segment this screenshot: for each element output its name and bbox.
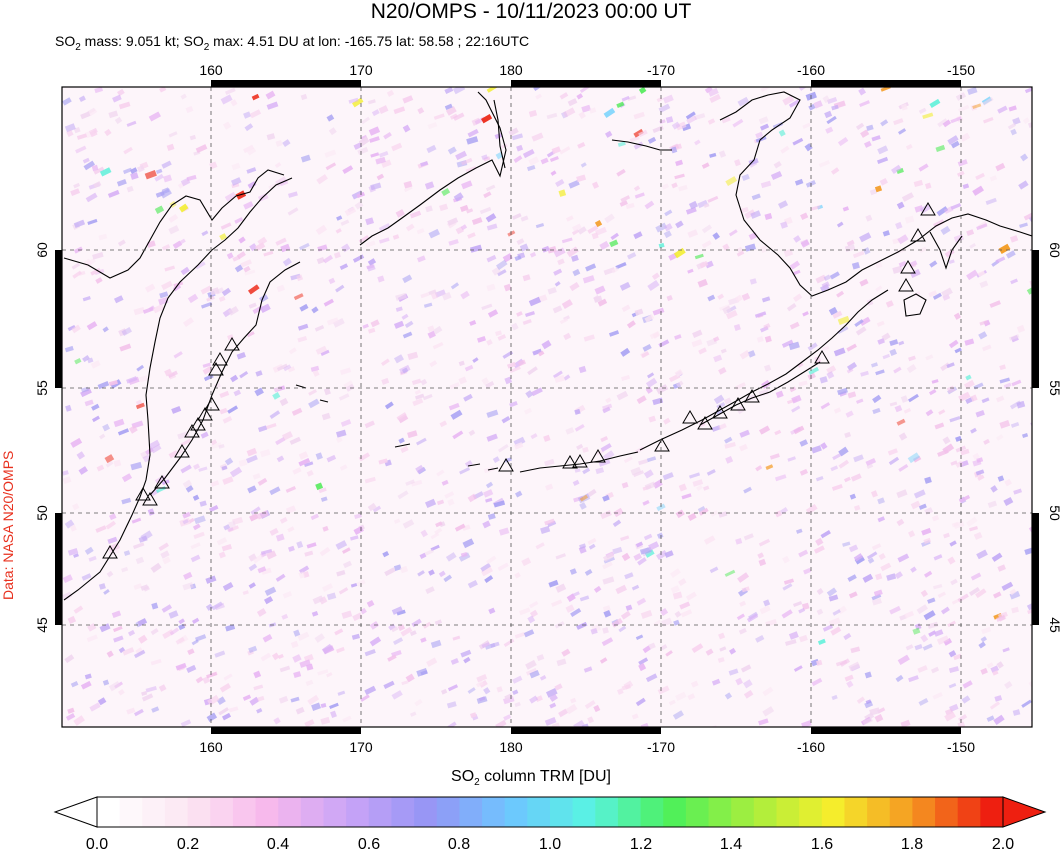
lat-label: 60 [34,242,50,258]
kamchatka-coast [63,177,293,601]
volcano-icon [898,278,914,292]
volcano-icon [910,228,926,242]
st-lawrence-island [611,139,672,151]
volcano-icon [900,260,916,274]
map-frame [55,80,1039,734]
volcano-icon [682,410,698,424]
lat-label: 50 [1047,505,1062,521]
lon-label: -150 [947,739,975,755]
volcano-icon [730,397,746,411]
alaska-coast [735,139,1032,297]
colorbar: 0.0 0.2 0.4 0.6 0.8 1.0 1.2 1.4 1.6 1.8 … [53,796,1047,853]
volcano-icon [498,458,514,472]
volcano-icon [562,455,578,469]
volcano-icon [920,202,936,216]
colorbar-tick: 0.6 [358,836,380,853]
lat-label: 55 [34,380,50,396]
lon-labels-top: 160 170 180 -170 -160 -150 [199,62,975,78]
colorbar-tick: 1.4 [720,836,742,853]
colorbar-tick: 2.0 [992,836,1014,853]
so2-stats-line: SO2 mass: 9.051 kt; SO2 max: 4.51 DU at … [55,33,530,53]
lat-label: 55 [1047,380,1062,396]
colorbar-tick: 1.2 [630,836,652,853]
lon-label: 170 [349,62,373,78]
volcano-icon [208,362,224,376]
kamchatka-east-coast [149,261,301,496]
volcano-icon [224,337,240,351]
map-panel [62,87,1032,727]
coastlines [63,91,1032,601]
volcano-markers [102,202,936,559]
chukotka-coast-2 [493,99,506,169]
volcano-icon [102,545,118,559]
volcano-icon [590,449,606,463]
lon-label: -160 [797,739,825,755]
volcano-icon [814,350,830,364]
volcano-icon [154,475,170,489]
lon-label: 160 [199,739,223,755]
alaska-west-coast [719,91,801,141]
volcano-icon [135,487,151,501]
colorbar-tick: 1.6 [811,836,833,853]
colorbar-ticks: 0.0 0.2 0.4 0.6 0.8 1.0 1.2 1.4 1.6 1.8 … [86,836,1014,853]
lat-label: 45 [34,617,50,633]
colorbar-tick: 0.0 [86,836,108,853]
chukotka-coast [359,91,507,246]
volcano-icon [197,407,213,421]
commander-islands [295,384,329,403]
volcano-icon [697,416,713,430]
volcano-icon [572,454,588,468]
colorbar-tick: 1.0 [539,836,561,853]
lon-label: 180 [499,739,523,755]
volcano-icon [142,492,158,506]
volcano-icon [744,389,760,403]
lat-labels-left: 60 55 50 45 [34,242,50,633]
lat-label: 60 [1047,242,1062,258]
colorbar-outline [96,796,1004,828]
lon-label: -170 [647,739,675,755]
lon-label: -170 [647,62,675,78]
colorbar-tick: 0.8 [448,836,470,853]
aleutian-islands [394,443,639,473]
graticule [62,87,1032,727]
lat-label: 50 [34,505,50,521]
map-title: N20/OMPS - 10/11/2023 00:00 UT [370,0,692,23]
volcano-icon [184,424,200,438]
volcano-icon [190,417,206,431]
colorbar-label: SO2 column TRM [DU] [451,768,611,789]
lon-labels-bottom: 160 170 180 -170 -160 -150 [199,739,975,755]
lon-label: 160 [199,62,223,78]
volcano-icon [712,405,728,419]
colorbar-tick: 1.8 [901,836,923,853]
lat-label: 45 [1047,617,1062,633]
alaska-peninsula [639,289,889,451]
colorbar-high-arrow [1002,796,1047,828]
lon-label: 170 [349,739,373,755]
kodiak-island [903,293,927,317]
colorbar-bins [97,797,1004,827]
colorbar-tick: 0.4 [267,836,289,853]
cook-inlet [929,231,963,270]
volcano-icon [212,352,228,366]
lon-label: -160 [797,62,825,78]
colorbar-low-arrow [53,796,98,828]
colorbar-tick: 0.2 [177,836,199,853]
volcano-icon [204,397,220,411]
alaska-peninsula-north [699,361,821,426]
lon-label: 180 [499,62,523,78]
volcano-icon [174,444,190,458]
lat-labels-right: 60 55 50 45 [1047,242,1062,633]
okhotsk-north-coast [63,169,285,279]
volcano-icon [654,438,670,452]
lon-label: -150 [947,62,975,78]
